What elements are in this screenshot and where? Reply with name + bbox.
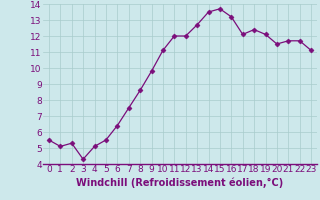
X-axis label: Windchill (Refroidissement éolien,°C): Windchill (Refroidissement éolien,°C) bbox=[76, 177, 284, 188]
